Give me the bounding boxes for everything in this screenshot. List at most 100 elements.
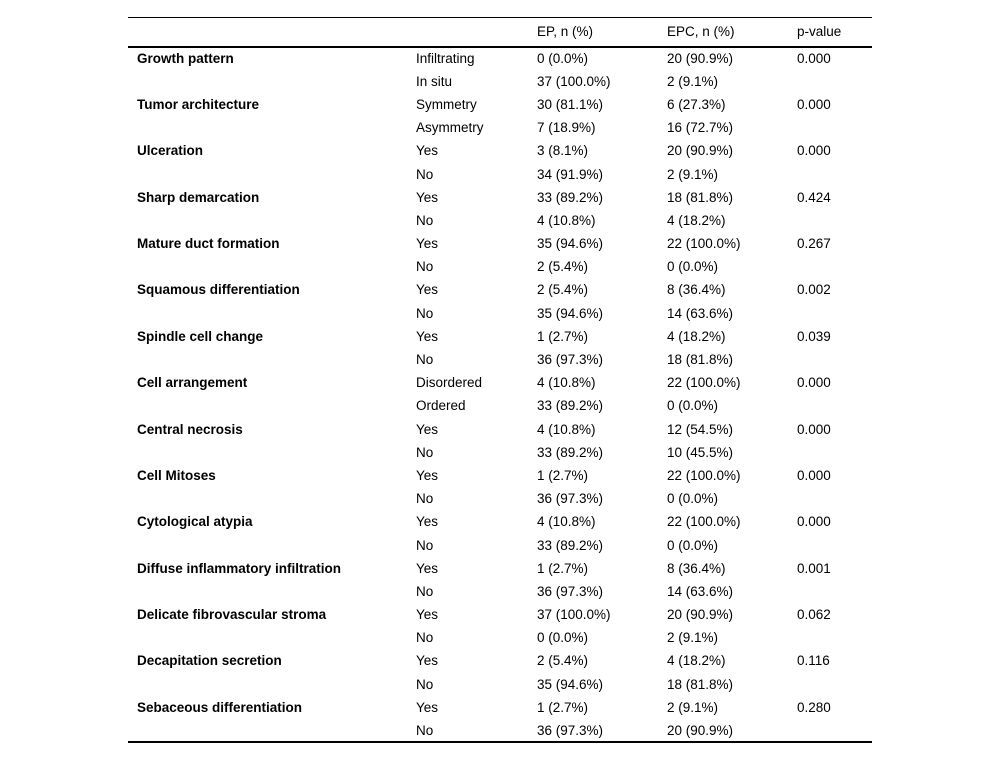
- table-row: In situ 37 (100.0%) 2 (9.1%): [128, 70, 872, 93]
- ep-value-cell: 0 (0.0%): [537, 51, 589, 67]
- epc-value-cell: 4 (18.2%): [667, 328, 726, 344]
- subcategory-cell: No: [416, 444, 434, 460]
- category-cell: [128, 626, 416, 649]
- pvalue-cell: 0.000: [797, 143, 831, 159]
- table-row: Sharp demarcation Yes 33 (89.2%) 18 (81.…: [128, 186, 872, 209]
- epc-value-cell: 16 (72.7%): [667, 120, 734, 136]
- ep-value-cell: 4 (10.8%): [537, 421, 596, 437]
- epc-value-cell: 12 (54.5%): [667, 421, 734, 437]
- subcategory-cell: No: [416, 166, 434, 182]
- epc-value-cell: 2 (9.1%): [667, 699, 719, 715]
- pvalue-cell: [797, 348, 872, 371]
- subcategory-cell: Yes: [416, 653, 439, 669]
- subcategory-cell: No: [416, 583, 434, 599]
- epc-value-cell: 18 (81.8%): [667, 676, 734, 692]
- table-row: No 36 (97.3%) 0 (0.0%): [128, 487, 872, 510]
- ep-value-cell: 0 (0.0%): [537, 630, 589, 646]
- subcategory-cell: No: [416, 212, 434, 228]
- category-cell: [128, 580, 416, 603]
- subcategory-cell: Yes: [416, 143, 439, 159]
- ep-value-cell: 1 (2.7%): [537, 467, 589, 483]
- epc-value-cell: 10 (45.5%): [667, 444, 734, 460]
- subcategory-cell: Yes: [416, 189, 439, 205]
- subcategory-cell: Symmetry: [416, 96, 477, 112]
- table-row: Ulceration Yes 3 (8.1%) 20 (90.9%) 0.000: [128, 139, 872, 162]
- epc-value-cell: 22 (100.0%): [667, 514, 741, 530]
- epc-value-cell: 14 (63.6%): [667, 305, 734, 321]
- ep-value-cell: 4 (10.8%): [537, 375, 596, 391]
- category-cell: [128, 719, 416, 742]
- category-cell: Delicate fibrovascular stroma: [137, 607, 327, 623]
- pvalue-cell: 0.280: [797, 699, 831, 715]
- ep-value-cell: 33 (89.2%): [537, 537, 604, 553]
- ep-value-cell: 36 (97.3%): [537, 491, 604, 507]
- subcategory-cell: Yes: [416, 282, 439, 298]
- pvalue-cell: [797, 116, 872, 139]
- category-cell: Squamous differentiation: [137, 282, 300, 298]
- pvalue-cell: 0.039: [797, 328, 831, 344]
- table-row: No 4 (10.8%) 4 (18.2%): [128, 209, 872, 232]
- ep-value-cell: 2 (5.4%): [537, 282, 589, 298]
- table-row: Cell Mitoses Yes 1 (2.7%) 22 (100.0%) 0.…: [128, 464, 872, 487]
- ep-value-cell: 34 (91.9%): [537, 166, 604, 182]
- table-row: Squamous differentiation Yes 2 (5.4%) 8 …: [128, 278, 872, 301]
- table-row: No 33 (89.2%) 10 (45.5%): [128, 441, 872, 464]
- category-cell: [128, 255, 416, 278]
- category-cell: [128, 302, 416, 325]
- subcategory-cell: No: [416, 630, 434, 646]
- table-row: Tumor architecture Symmetry 30 (81.1%) 6…: [128, 93, 872, 116]
- header-ep: EP, n (%): [537, 24, 594, 40]
- table-row: No 33 (89.2%) 0 (0.0%): [128, 533, 872, 556]
- epc-value-cell: 22 (100.0%): [667, 236, 741, 252]
- pvalue-cell: [797, 487, 872, 510]
- category-cell: Growth pattern: [137, 51, 234, 67]
- ep-value-cell: 36 (97.3%): [537, 583, 604, 599]
- ep-value-cell: 35 (94.6%): [537, 676, 604, 692]
- subcategory-cell: No: [416, 537, 434, 553]
- pvalue-cell: [797, 162, 872, 185]
- category-cell: Cell arrangement: [137, 375, 248, 391]
- subcategory-cell: No: [416, 259, 434, 275]
- epc-value-cell: 20 (90.9%): [667, 607, 734, 623]
- pvalue-cell: 0.002: [797, 282, 831, 298]
- epc-value-cell: 20 (90.9%): [667, 722, 734, 738]
- epc-value-cell: 0 (0.0%): [667, 537, 719, 553]
- pvalue-cell: 0.062: [797, 607, 831, 623]
- category-cell: Central necrosis: [137, 421, 243, 437]
- header-row: EP, n (%) EPC, n (%) p-value: [128, 18, 872, 47]
- table-row: Asymmetry 7 (18.9%) 16 (72.7%): [128, 116, 872, 139]
- epc-value-cell: 18 (81.8%): [667, 352, 734, 368]
- category-cell: Sharp demarcation: [137, 189, 260, 205]
- table-row: Central necrosis Yes 4 (10.8%) 12 (54.5%…: [128, 418, 872, 441]
- epc-value-cell: 22 (100.0%): [667, 467, 741, 483]
- pvalue-cell: [797, 580, 872, 603]
- epc-value-cell: 14 (63.6%): [667, 583, 734, 599]
- ep-value-cell: 3 (8.1%): [537, 143, 589, 159]
- table-header: EP, n (%) EPC, n (%) p-value: [128, 18, 872, 47]
- pvalue-cell: [797, 719, 872, 742]
- category-cell: [128, 348, 416, 371]
- category-cell: [128, 70, 416, 93]
- header-subcategory: [416, 18, 537, 47]
- category-cell: Decapitation secretion: [137, 653, 282, 669]
- ep-value-cell: 33 (89.2%): [537, 398, 604, 414]
- pvalue-cell: [797, 673, 872, 696]
- table-row: No 36 (97.3%) 20 (90.9%): [128, 719, 872, 742]
- subcategory-cell: Yes: [416, 607, 439, 623]
- epc-value-cell: 2 (9.1%): [667, 630, 719, 646]
- epc-value-cell: 22 (100.0%): [667, 375, 741, 391]
- epc-value-cell: 20 (90.9%): [667, 143, 734, 159]
- ep-value-cell: 1 (2.7%): [537, 328, 589, 344]
- table-row: Delicate fibrovascular stroma Yes 37 (10…: [128, 603, 872, 626]
- table-row: No 36 (97.3%) 18 (81.8%): [128, 348, 872, 371]
- pvalue-cell: [797, 441, 872, 464]
- ep-value-cell: 37 (100.0%): [537, 73, 611, 89]
- pvalue-cell: 0.000: [797, 421, 831, 437]
- table-row: No 36 (97.3%) 14 (63.6%): [128, 580, 872, 603]
- table-row: No 34 (91.9%) 2 (9.1%): [128, 162, 872, 185]
- pvalue-cell: [797, 533, 872, 556]
- table-row: No 35 (94.6%) 18 (81.8%): [128, 673, 872, 696]
- ep-value-cell: 33 (89.2%): [537, 189, 604, 205]
- category-cell: [128, 533, 416, 556]
